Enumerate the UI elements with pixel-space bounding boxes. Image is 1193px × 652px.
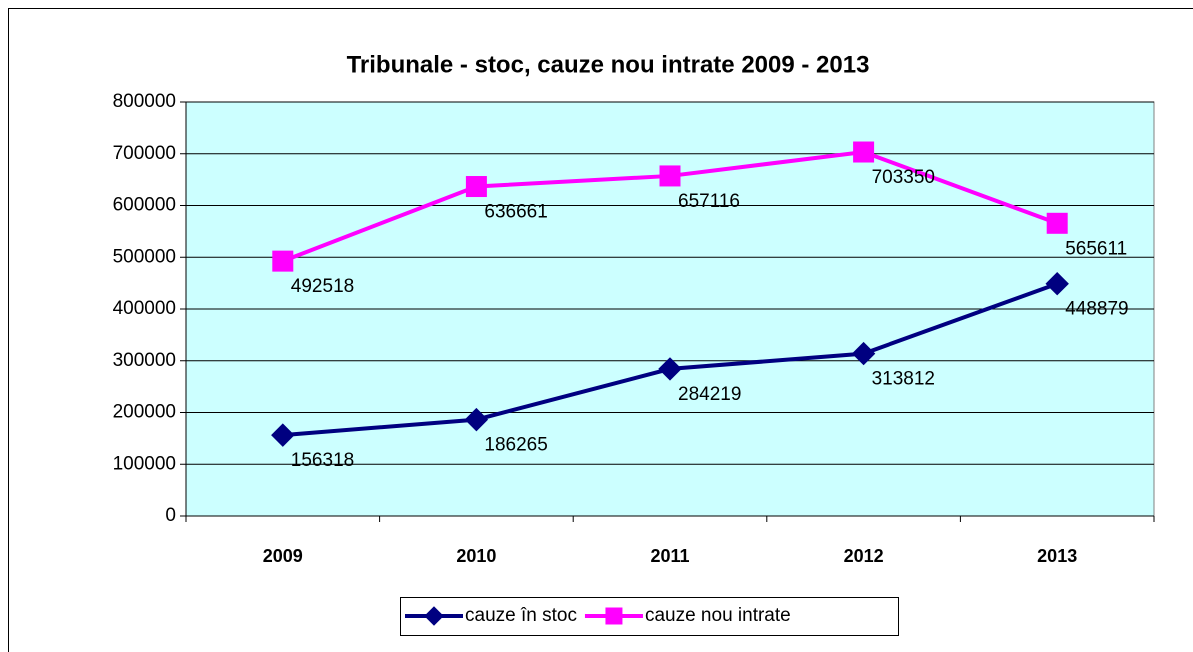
y-tick-label: 0 — [165, 505, 176, 526]
marker — [1045, 271, 1069, 296]
y-tick-label: 100000 — [113, 453, 176, 474]
data-label: 186265 — [484, 435, 547, 456]
marker — [424, 606, 444, 626]
chart-title: Tribunale - stoc, cauze nou intrate 2009… — [347, 51, 870, 78]
y-tick-label: 600000 — [113, 195, 176, 216]
data-label: 492518 — [291, 276, 354, 297]
data-label: 284219 — [678, 384, 741, 405]
data-label: 313812 — [872, 369, 935, 390]
legend-box — [400, 597, 899, 636]
x-tick-label: 2010 — [456, 546, 496, 566]
marker — [853, 141, 875, 163]
marker — [1046, 212, 1068, 234]
marker — [851, 341, 876, 366]
y-tick-label: 500000 — [113, 246, 176, 267]
x-tick-label: 2011 — [650, 546, 689, 566]
legend: cauze în stoc cauze nou intrate — [400, 597, 899, 636]
marker — [271, 423, 295, 447]
legend-label: cauze în stoc — [465, 605, 577, 626]
y-tick-label: 400000 — [113, 298, 176, 319]
y-tick-label: 700000 — [113, 143, 176, 164]
data-label: 156318 — [291, 450, 354, 471]
data-label: 448879 — [1065, 299, 1128, 320]
x-tick-label: 2012 — [844, 546, 884, 566]
data-label: 657116 — [678, 191, 740, 212]
y-tick-label: 300000 — [113, 350, 176, 371]
legend-label: cauze nou intrate — [645, 605, 791, 626]
data-label: 565611 — [1065, 238, 1127, 259]
data-label: 703350 — [872, 167, 935, 188]
x-tick-label: 2009 — [263, 546, 303, 566]
data-label: 636661 — [484, 202, 547, 223]
marker — [605, 607, 623, 625]
marker — [658, 357, 682, 381]
y-tick-label: 800000 — [113, 91, 176, 112]
marker — [465, 176, 487, 198]
marker — [464, 407, 489, 432]
y-tick-label: 200000 — [113, 402, 176, 423]
marker — [659, 165, 681, 187]
x-tick-label: 2013 — [1037, 546, 1077, 566]
marker — [272, 250, 294, 272]
